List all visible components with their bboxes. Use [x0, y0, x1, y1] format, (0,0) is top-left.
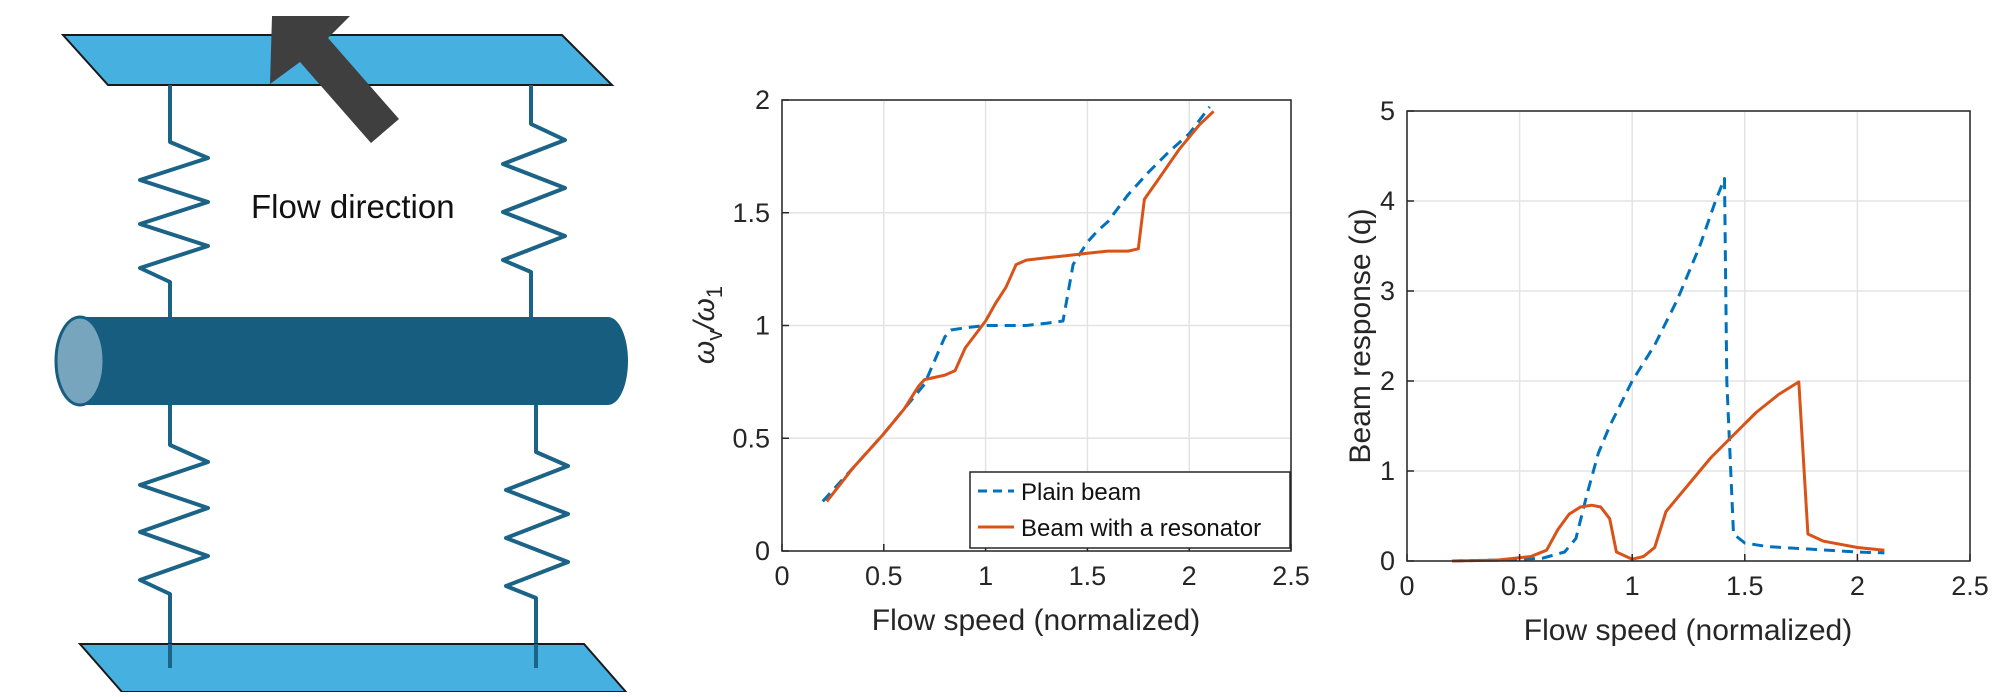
x-tick-label: 0 — [774, 561, 789, 591]
series-line-beam-with-a-resonator — [825, 110, 1215, 503]
frequency-ratio-chart: 0 0.5 1 1.5 2 2.5 0 0.5 1 1.5 2 Flow speed (normal… — [688, 85, 1310, 637]
x-tick-label: 2.5 — [1272, 561, 1310, 591]
chart1-series — [821, 105, 1215, 503]
y-tick-label: 0 — [1380, 546, 1395, 576]
x-tick-label: 1.5 — [1726, 571, 1764, 601]
y-label-sub-1: 1 — [702, 286, 727, 298]
flow-beam-diagram: Flow direction — [54, 16, 629, 693]
y-tick-label: 4 — [1380, 186, 1395, 216]
chart2-ticks: 0 0.5 1 1.5 2 2.5 0 1 2 3 4 5 — [1380, 96, 1989, 601]
chart1-x-axis-label: Flow speed (normalized) — [872, 604, 1200, 637]
y-tick-label: 2 — [1380, 366, 1395, 396]
flow-arrow-icon — [270, 16, 399, 143]
chart2-x-axis-label: Flow speed (normalized) — [1524, 614, 1852, 647]
y-label-sub-v: v — [702, 330, 727, 341]
chart2-series — [1451, 177, 1885, 563]
y-tick-label: 1 — [1380, 456, 1395, 486]
x-tick-label: 0.5 — [865, 561, 903, 591]
svg-text:ωv/ω1: ωv/ω1 — [688, 286, 727, 364]
y-label-omega: ω — [688, 341, 721, 364]
chart1-y-axis-label: ωv/ω1 — [688, 286, 727, 364]
x-tick-label: 2 — [1182, 561, 1197, 591]
legend-box — [969, 471, 1291, 549]
x-tick-label: 0 — [1399, 571, 1414, 601]
cylinder-body — [80, 317, 628, 405]
legend-resonator-label: Beam with a resonator — [1021, 515, 1261, 542]
series-line-beam-with-a-resonator — [1451, 380, 1885, 563]
y-label-sep: /ω — [688, 298, 721, 332]
bottom-plate — [77, 643, 629, 693]
x-tick-label: 1 — [1625, 571, 1640, 601]
chart2-y-axis-label: Beam response (q) — [1344, 208, 1377, 463]
y-tick-label: 5 — [1380, 96, 1395, 126]
series-line-plain-beam — [1451, 177, 1885, 563]
legend-plain-label: Plain beam — [1021, 479, 1141, 506]
spring-upper-left — [138, 85, 210, 318]
beam-response-chart: 0 0.5 1 1.5 2 2.5 0 1 2 3 4 5 Flow speed (normalize… — [1344, 96, 1989, 647]
chart2-plot-area — [1407, 111, 1970, 561]
chart1-ticks: 0 0.5 1 1.5 2 2.5 0 0.5 1 1.5 2 — [732, 85, 1309, 591]
cylinder-end — [54, 315, 106, 407]
x-tick-label: 2.5 — [1951, 571, 1989, 601]
flow-direction-label: Flow direction — [251, 188, 455, 225]
y-tick-label: 0.5 — [732, 423, 770, 453]
y-tick-label: 0 — [755, 536, 770, 566]
spring-lower-left — [138, 405, 210, 666]
x-tick-label: 0.5 — [1501, 571, 1539, 601]
x-tick-label: 1 — [978, 561, 993, 591]
y-tick-label: 1.5 — [732, 198, 770, 228]
chart1-legend: Plain beam Beam with a resonator — [969, 471, 1291, 549]
y-tick-label: 1 — [755, 311, 770, 341]
x-tick-label: 2 — [1850, 571, 1865, 601]
chart2-frame — [1406, 110, 1971, 562]
x-tick-label: 1.5 — [1069, 561, 1107, 591]
spring-upper-right — [501, 85, 567, 318]
series-line-plain-beam — [821, 105, 1211, 503]
y-tick-label: 3 — [1380, 276, 1395, 306]
spring-lower-right — [504, 405, 570, 666]
y-tick-label: 2 — [755, 85, 770, 115]
